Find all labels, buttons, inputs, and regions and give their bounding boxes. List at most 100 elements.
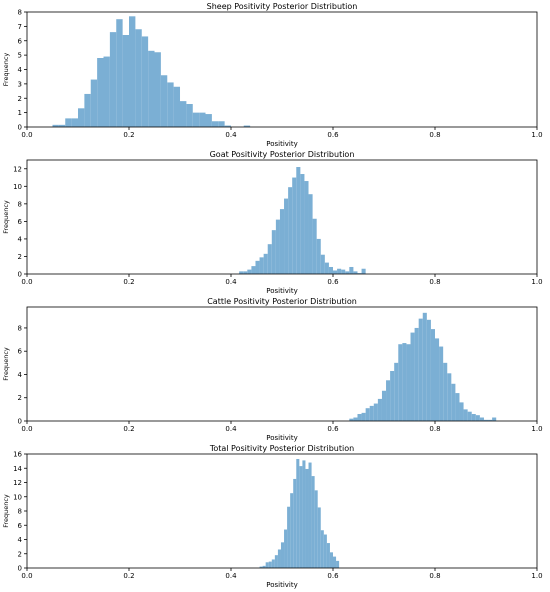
cattle-y-axis-label: Frequency bbox=[2, 347, 10, 381]
cattle-histogram-bar bbox=[386, 380, 391, 421]
sheep-chart-title: Sheep Positivity Posterior Distribution bbox=[207, 2, 358, 11]
total-chart: Total Positivity Posterior Distribution 0… bbox=[2, 444, 543, 589]
sheep-x-tick-label: 0.4 bbox=[225, 131, 237, 139]
cattle-x-tick-label: 0.4 bbox=[225, 425, 237, 433]
sheep-x-tick-label: 0.0 bbox=[21, 131, 32, 139]
goat-histogram-bar bbox=[255, 260, 260, 274]
goat-chart: Goat Positivity Posterior Distribution 0.… bbox=[2, 150, 543, 295]
goat-histogram-bar bbox=[337, 268, 342, 274]
goat-histogram-bar bbox=[296, 167, 301, 274]
total-histogram-bar bbox=[302, 460, 306, 568]
goat-histogram-bar bbox=[300, 174, 305, 274]
sheep-histogram-bar bbox=[78, 108, 85, 127]
goat-x-tick-label: 0.0 bbox=[21, 278, 32, 286]
cattle-histogram-bar bbox=[479, 417, 484, 421]
cattle-histogram-bar bbox=[435, 338, 440, 421]
sheep-x-tick-label: 0.8 bbox=[429, 131, 440, 139]
sheep-y-tick-label: 6 bbox=[18, 37, 23, 45]
cattle-y-tick-label: 0 bbox=[18, 418, 22, 426]
goat-histogram-bar bbox=[284, 198, 289, 274]
goat-x-tick-label: 0.6 bbox=[327, 278, 339, 286]
sheep-histogram-bar bbox=[224, 125, 232, 127]
goat-histogram-bar bbox=[279, 209, 285, 274]
sheep-y-tick-label: 2 bbox=[18, 95, 22, 103]
goat-histogram-bar bbox=[333, 270, 338, 274]
cattle-y-tick-label: 6 bbox=[18, 348, 23, 356]
cattle-histogram-bar bbox=[381, 390, 387, 421]
sheep-histogram-bar bbox=[160, 75, 168, 127]
total-y-tick-label: 10 bbox=[13, 493, 22, 501]
sheep-histogram-bar bbox=[148, 50, 155, 128]
goat-plot-frame bbox=[26, 159, 538, 275]
goat-histogram-bar bbox=[361, 268, 366, 274]
total-histogram-bar bbox=[299, 466, 303, 568]
sheep-histogram-bar bbox=[90, 79, 98, 127]
total-y-tick-label: 14 bbox=[13, 465, 22, 473]
goat-histogram-bar bbox=[243, 271, 248, 274]
goat-histogram-bar bbox=[304, 181, 309, 274]
sheep-y-axis-label: Frequency bbox=[2, 53, 10, 87]
goat-histogram-bar bbox=[324, 262, 329, 274]
cattle-x-axis-label: Positivity bbox=[266, 434, 298, 442]
total-histogram-bar bbox=[262, 565, 266, 568]
sheep-y-tick-label: 7 bbox=[18, 23, 22, 31]
cattle-histogram-bar bbox=[430, 329, 435, 421]
cattle-chart-title: Cattle Positivity Posterior Distribution bbox=[207, 297, 357, 306]
goat-y-axis-label: Frequency bbox=[2, 200, 10, 234]
cattle-chart: Cattle Positivity Posterior Distribution… bbox=[2, 297, 543, 442]
sheep-histogram-bar bbox=[97, 58, 104, 127]
goat-y-tick-label: 2 bbox=[18, 253, 22, 261]
goat-y-tick-label: 0 bbox=[18, 271, 22, 279]
goat-histogram-bar bbox=[353, 271, 358, 274]
total-y-tick-label: 6 bbox=[18, 522, 23, 530]
goat-y-tick-label: 6 bbox=[18, 218, 23, 226]
total-histogram-bar bbox=[280, 542, 285, 568]
goat-x-tick-label: 0.8 bbox=[429, 278, 440, 286]
cattle-histogram-bar bbox=[447, 373, 452, 421]
cattle-histogram-bar bbox=[492, 417, 497, 421]
sheep-histogram-bar bbox=[103, 56, 110, 128]
total-y-axis-label: Frequency bbox=[2, 494, 10, 528]
cattle-histogram-bar bbox=[353, 417, 358, 421]
sheep-histogram-bar bbox=[116, 19, 123, 127]
total-histogram-bar bbox=[271, 559, 275, 568]
total-histogram-bar bbox=[259, 566, 263, 568]
cattle-plot-frame bbox=[26, 306, 538, 422]
goat-x-tick-label: 1.0 bbox=[531, 278, 542, 286]
sheep-histogram-bar bbox=[154, 52, 161, 127]
goat-y-tick-label: 10 bbox=[13, 183, 22, 191]
cattle-x-tick-label: 0.2 bbox=[123, 425, 134, 433]
goat-histogram-bar bbox=[308, 194, 313, 274]
sheep-y-tick-label: 1 bbox=[18, 109, 22, 117]
total-histogram-bar bbox=[329, 552, 333, 568]
goat-histogram-bar bbox=[357, 273, 362, 274]
sheep-x-axis-label: Positivity bbox=[266, 140, 298, 148]
cattle-histogram-bar bbox=[377, 398, 382, 421]
cattle-histogram-bar bbox=[475, 415, 480, 421]
goat-histogram-bar bbox=[292, 177, 297, 274]
sheep-histogram-bar bbox=[122, 35, 130, 127]
cattle-histogram-bar bbox=[390, 370, 395, 421]
sheep-y-tick-label: 3 bbox=[18, 80, 22, 88]
total-histogram-bar bbox=[277, 549, 281, 568]
sheep-y-tick-label: 4 bbox=[18, 66, 23, 74]
cattle-histogram-bar bbox=[406, 344, 411, 421]
cattle-histogram-bar bbox=[471, 414, 476, 421]
sheep-histogram-bar bbox=[71, 118, 79, 128]
total-chart-title: Total Positivity Posterior Distribution bbox=[209, 444, 354, 453]
goat-histogram-bar bbox=[251, 266, 256, 274]
sheep-histogram-bar bbox=[65, 118, 72, 128]
total-y-tick-label: 4 bbox=[18, 536, 23, 544]
sheep-histogram-bar bbox=[167, 82, 174, 127]
total-histogram-bar bbox=[326, 543, 330, 568]
total-histogram-bar bbox=[314, 490, 318, 568]
total-y-tick-label: 8 bbox=[18, 508, 22, 516]
cattle-x-tick-label: 1.0 bbox=[531, 425, 542, 433]
total-histogram-bar bbox=[284, 529, 288, 568]
total-histogram-bar bbox=[290, 493, 294, 568]
sheep-histogram-bar bbox=[243, 125, 251, 127]
total-x-tick-label: 0.8 bbox=[429, 572, 440, 580]
cattle-y-tick-label: 2 bbox=[18, 394, 22, 402]
goat-histogram-bar bbox=[263, 253, 268, 274]
